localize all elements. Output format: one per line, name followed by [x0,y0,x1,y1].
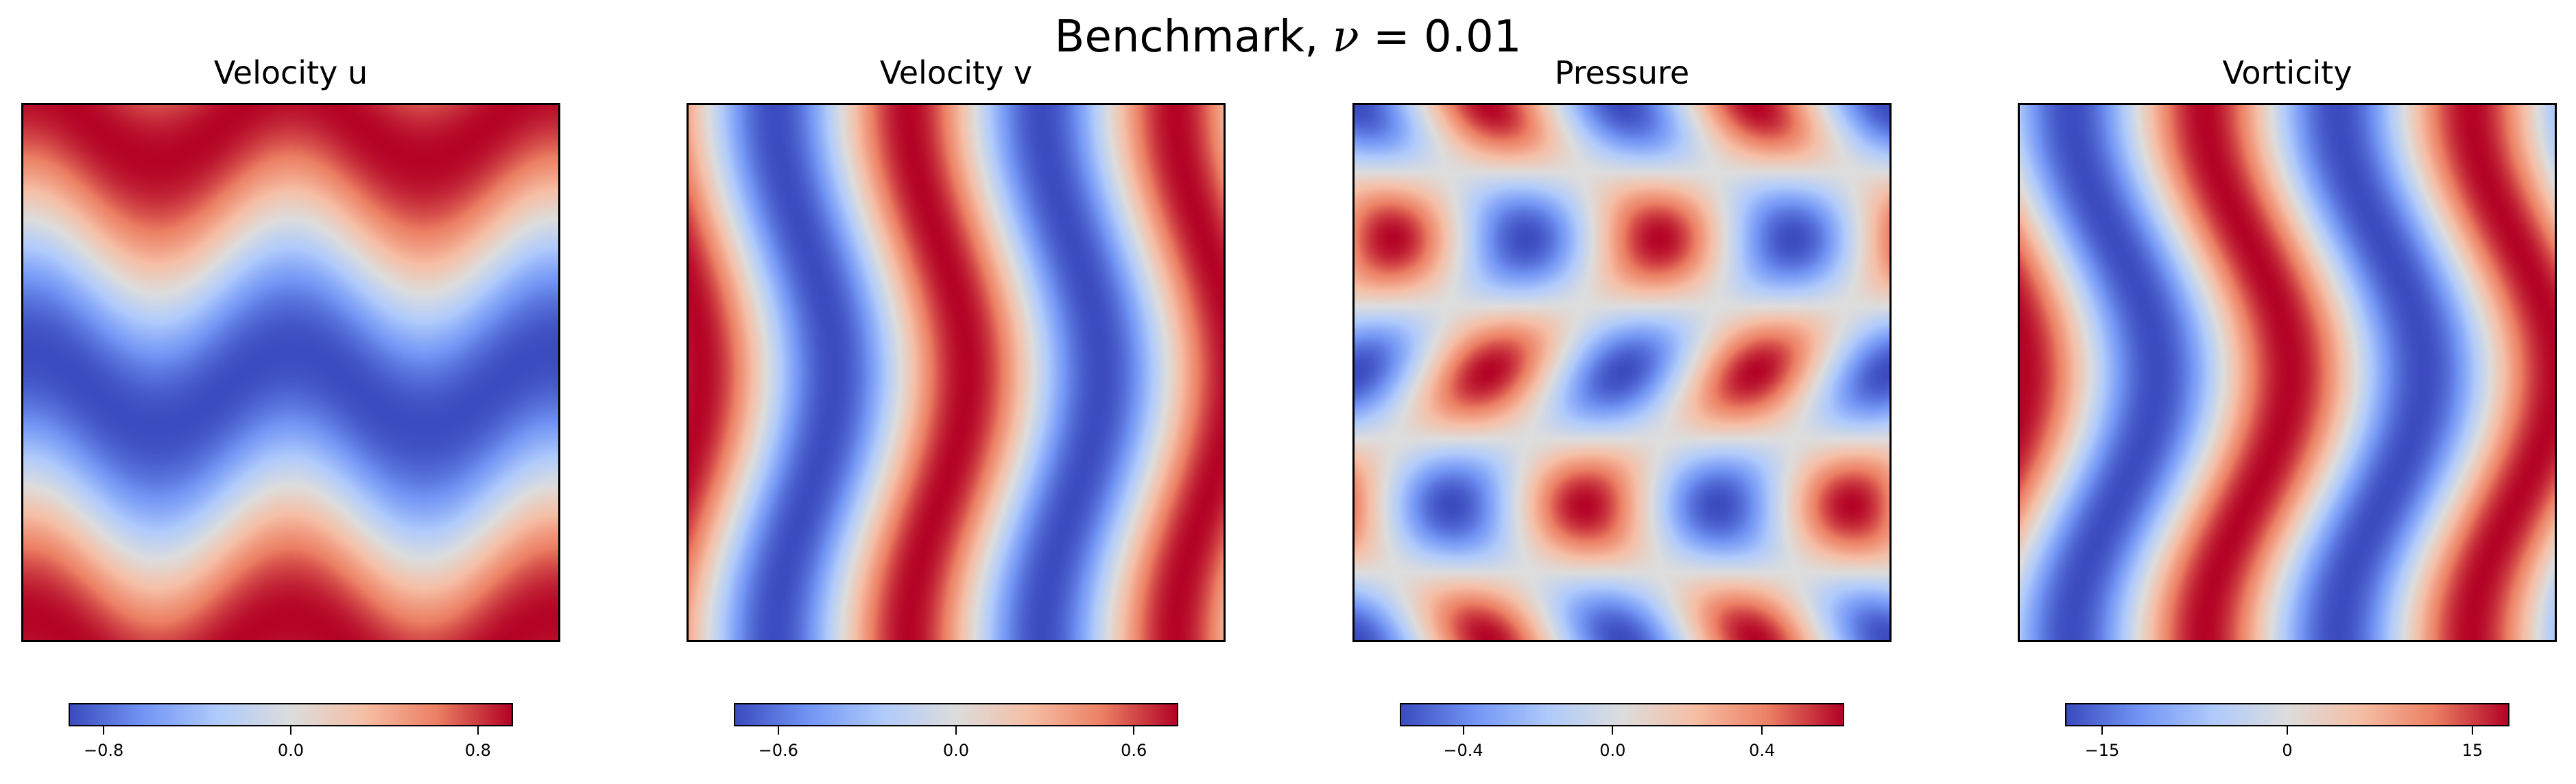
colorbar-tick [777,726,779,735]
colorbar-tick-label: −15 [2084,741,2120,760]
colorbar-tick-label: 0.0 [942,741,970,760]
colorbar-vorticity [2065,703,2509,726]
heatmap-velocity-v [687,103,1226,642]
colorbar-tick-label: 0 [2282,741,2293,760]
colorbar-tick [1133,726,1135,735]
colorbar-tick [2101,726,2103,735]
heatmap-pressure [1352,103,1892,642]
colorbar-tick-label: −0.6 [758,741,798,760]
colorbar-tick-label: 0.0 [1599,741,1626,760]
colorbar-tick-label: 0.6 [1121,741,1147,760]
panel-title-pressure: Pressure [1554,54,1690,91]
colorbar-tick [1761,726,1763,735]
colorbar-tick [955,726,957,735]
colorbar-tick-label: −0.8 [84,741,124,760]
panel-title-velocity-v: Velocity v [879,54,1033,91]
colorbar-tick-label: 0.0 [277,741,305,760]
colorbar-tick [1462,726,1464,735]
colorbar-velocity-v [734,703,1178,726]
colorbar-tick [477,726,479,735]
heatmap-velocity-u [21,103,560,642]
figure-title: Benchmark, ν = 0.01 [1054,12,1522,62]
colorbar-tick [2287,726,2288,735]
colorbar-pressure [1400,703,1844,726]
colorbar-tick-label: −0.4 [1443,741,1483,760]
colorbar-tick-label: 0.8 [464,741,491,760]
colorbar-tick-label: 0.4 [1749,741,1776,760]
colorbar-velocity-u [69,703,513,726]
heatmap-vorticity [2018,103,2557,642]
colorbar-tick [1612,726,1614,735]
colorbar-tick-label: 15 [2461,741,2483,760]
colorbar-tick [103,726,105,735]
colorbar-tick [290,726,291,735]
panel-title-vorticity: Vorticity [2222,54,2352,91]
colorbar-tick [2472,726,2473,735]
panel-title-velocity-u: Velocity u [213,54,368,91]
